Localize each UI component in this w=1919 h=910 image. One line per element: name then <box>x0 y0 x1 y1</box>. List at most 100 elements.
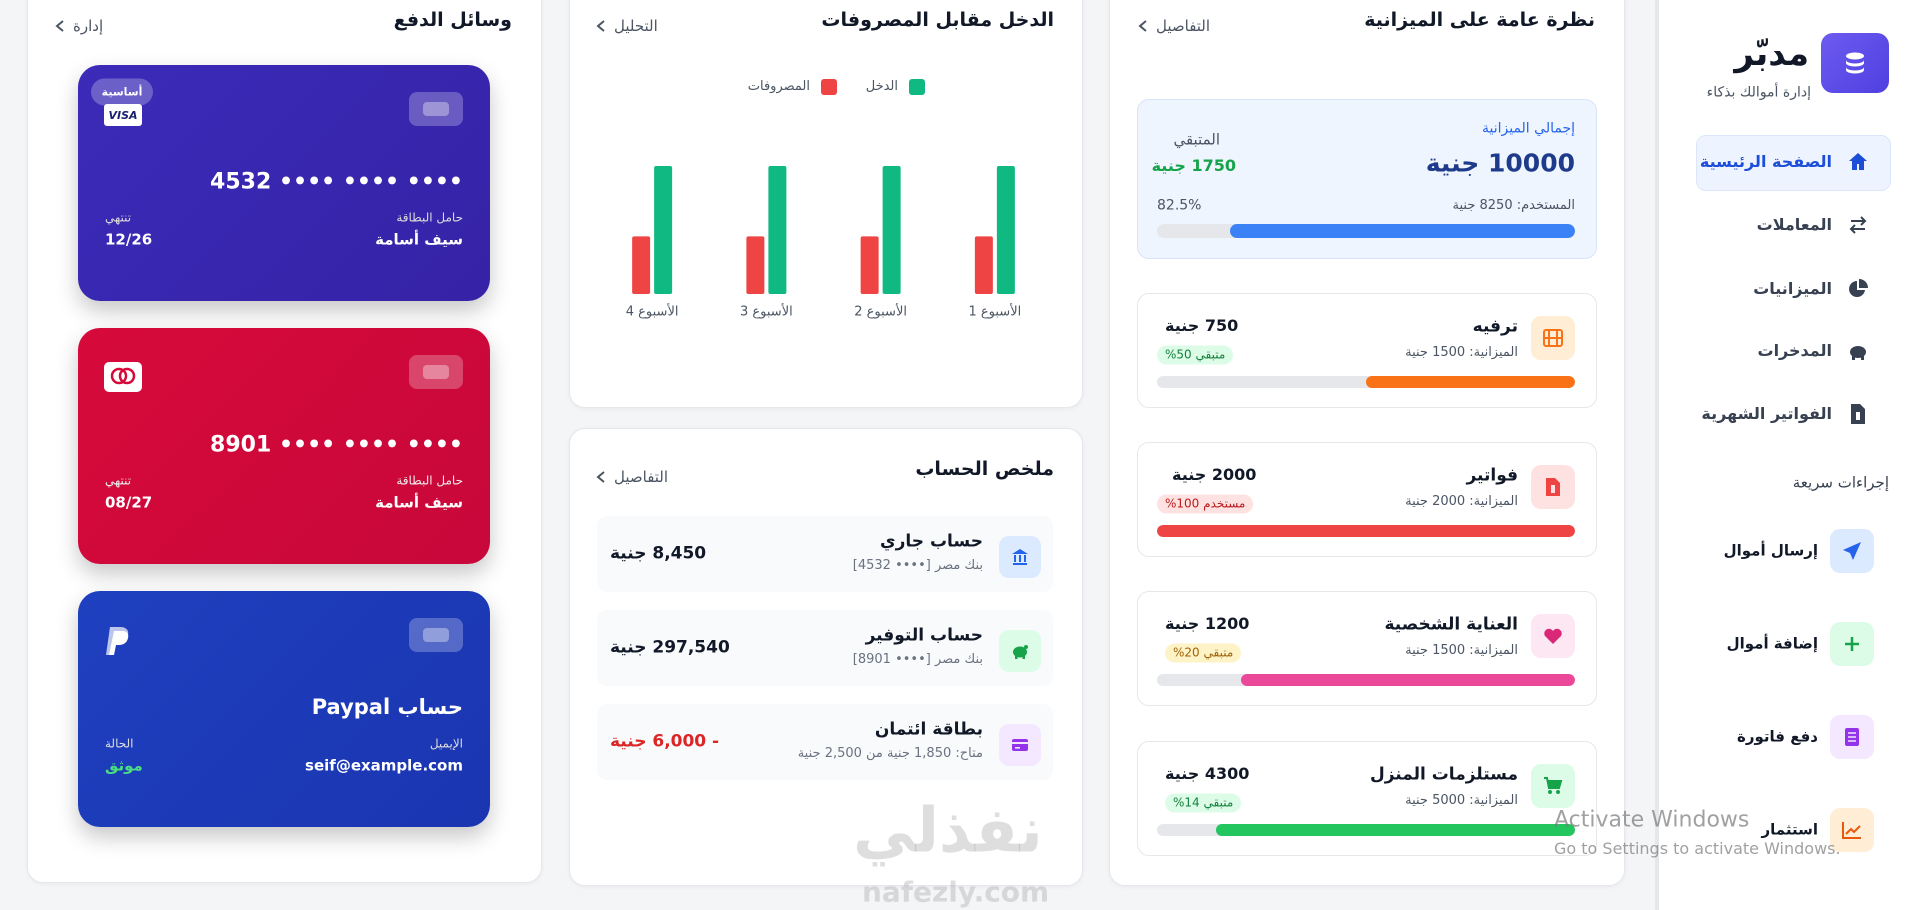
paypal-title: حساب Paypal <box>311 694 463 719</box>
icon <box>1842 822 1861 839</box>
progress-track <box>1157 674 1575 686</box>
manage-link[interactable]: إدارة <box>55 17 103 35</box>
qa-icon <box>1830 622 1874 666</box>
progress-track <box>1157 376 1575 388</box>
used-percent: 82.5% <box>1157 197 1202 214</box>
card-chip <box>409 355 463 389</box>
nav-item[interactable]: المعاملات <box>1756 215 1832 234</box>
watermark: nafezly.com <box>862 875 1050 909</box>
card-chip <box>409 618 463 652</box>
nav-item[interactable]: الفواتير الشهرية <box>1701 404 1832 423</box>
total-amount: 10000 جنية <box>1425 148 1575 178</box>
panel-title: الدخل مقابل المصروفات <box>821 9 1054 32</box>
bar <box>768 166 787 294</box>
expiry: 08/27 <box>105 493 153 512</box>
link-text: التفاصيل <box>614 468 669 486</box>
section-title: إجراءات سريعة <box>1792 473 1889 492</box>
chevron <box>596 471 605 483</box>
logo <box>1821 33 1889 93</box>
mastercard-card[interactable] <box>78 328 490 564</box>
x-tick-label: الأسبوع 2 <box>854 303 907 320</box>
status-pill: متبقي 20% <box>1165 643 1242 663</box>
category-budget: الميزانية: 5000 جنية <box>1405 792 1518 808</box>
logo-icon <box>1846 52 1864 74</box>
card-number: •••• •••• •••• 4532 <box>210 169 463 195</box>
progress-fill <box>1366 376 1575 388</box>
status-pill: مستخدم 100% <box>1157 494 1254 514</box>
progress-fill <box>1240 674 1575 686</box>
quick-action[interactable]: استثمار <box>1761 820 1818 839</box>
expiry-label: تنتهي <box>105 473 132 488</box>
watermark: نفذلي <box>853 793 1043 867</box>
expiry: 12/26 <box>105 230 153 249</box>
total-label: إجمالي الميزانية <box>1481 120 1575 137</box>
card-chip <box>409 92 463 126</box>
category-icon <box>1531 465 1575 509</box>
analysis-link[interactable]: التحليل <box>596 17 658 35</box>
icon <box>1845 637 1859 651</box>
progress-track <box>1157 824 1575 836</box>
account-name: حساب جاري <box>880 531 983 552</box>
account-balance: - 6,000 جنية <box>610 731 720 752</box>
mastercard-logo <box>104 362 142 392</box>
details-link[interactable]: التفاصيل <box>1138 17 1210 35</box>
nav-item[interactable]: الصفحة الرئيسية <box>1699 152 1832 171</box>
account-row[interactable] <box>597 610 1053 686</box>
nav-item[interactable]: الميزانيات <box>1753 279 1832 298</box>
paypal-card[interactable] <box>78 591 490 827</box>
nav-item[interactable]: المدخرات <box>1757 341 1832 360</box>
brand: مدبّر <box>1734 33 1809 74</box>
bar <box>882 166 901 294</box>
category-spent: 2000 جنية <box>1172 465 1257 484</box>
chevron <box>1138 20 1147 32</box>
bank-icon <box>999 536 1041 578</box>
email-label: الإيميل <box>429 736 463 751</box>
quick-action[interactable]: دفع فاتورة <box>1737 727 1818 746</box>
panel-title: وسائل الدفع <box>393 9 512 32</box>
category-name: ترفيه <box>1472 316 1518 337</box>
x-tick-label: الأسبوع 1 <box>969 303 1022 320</box>
card-number: •••• •••• •••• 8901 <box>210 432 463 458</box>
category-budget: الميزانية: 1500 جنية <box>1405 642 1518 658</box>
link-text: إدارة <box>73 17 104 35</box>
details-link[interactable]: التفاصيل <box>596 468 668 486</box>
visa-card[interactable] <box>78 65 490 301</box>
qa-icon <box>1830 529 1874 573</box>
progress-track <box>1157 525 1575 537</box>
account-bank: متاح: 1,850 جنية من 2,500 جنية <box>797 745 983 761</box>
legend-label: المصروفات <box>747 78 810 94</box>
panel-title: ملخص الحساب <box>915 458 1054 481</box>
quick-action[interactable]: إضافة أموال <box>1726 634 1818 653</box>
account-balance: 297,540 جنية <box>610 637 730 658</box>
category-icon <box>1531 614 1575 658</box>
transfer-icon <box>1849 216 1867 234</box>
account-bank: بنك مصر [•••• 8901] <box>852 651 983 667</box>
link-text: التحليل <box>614 17 658 35</box>
piggy-icon <box>1850 346 1866 360</box>
pie-icon <box>1849 279 1868 297</box>
category-icon <box>1531 316 1575 360</box>
home-icon <box>1849 153 1867 170</box>
qa-icon <box>1830 715 1874 759</box>
tagline: إدارة أموالك بذكاء <box>1706 84 1811 101</box>
category-spent: 1200 جنية <box>1165 614 1250 633</box>
link-text: التفاصيل <box>1156 17 1211 35</box>
visa-logo: VISA <box>104 104 142 126</box>
account-row[interactable] <box>597 516 1053 592</box>
status-label: الحالة <box>105 736 134 751</box>
bar <box>974 236 993 294</box>
status: موثق <box>105 756 143 775</box>
x-tick-label: الأسبوع 3 <box>740 303 793 320</box>
used-label: المستخدم: 8250 جنية <box>1452 197 1575 213</box>
holder-name: سيف أسامة <box>375 230 463 249</box>
os-notice: Go to Settings to activate Windows. <box>1554 839 1841 858</box>
bar <box>632 236 651 294</box>
category-budget: الميزانية: 1500 جنية <box>1405 344 1518 360</box>
icon <box>1546 478 1560 496</box>
progress-fill <box>1157 525 1575 537</box>
savings-icon <box>999 630 1041 672</box>
account-row[interactable] <box>597 704 1053 780</box>
category-name: العناية الشخصية <box>1384 614 1518 635</box>
holder-name: سيف أسامة <box>375 493 463 512</box>
quick-action[interactable]: إرسال أموال <box>1723 541 1818 560</box>
